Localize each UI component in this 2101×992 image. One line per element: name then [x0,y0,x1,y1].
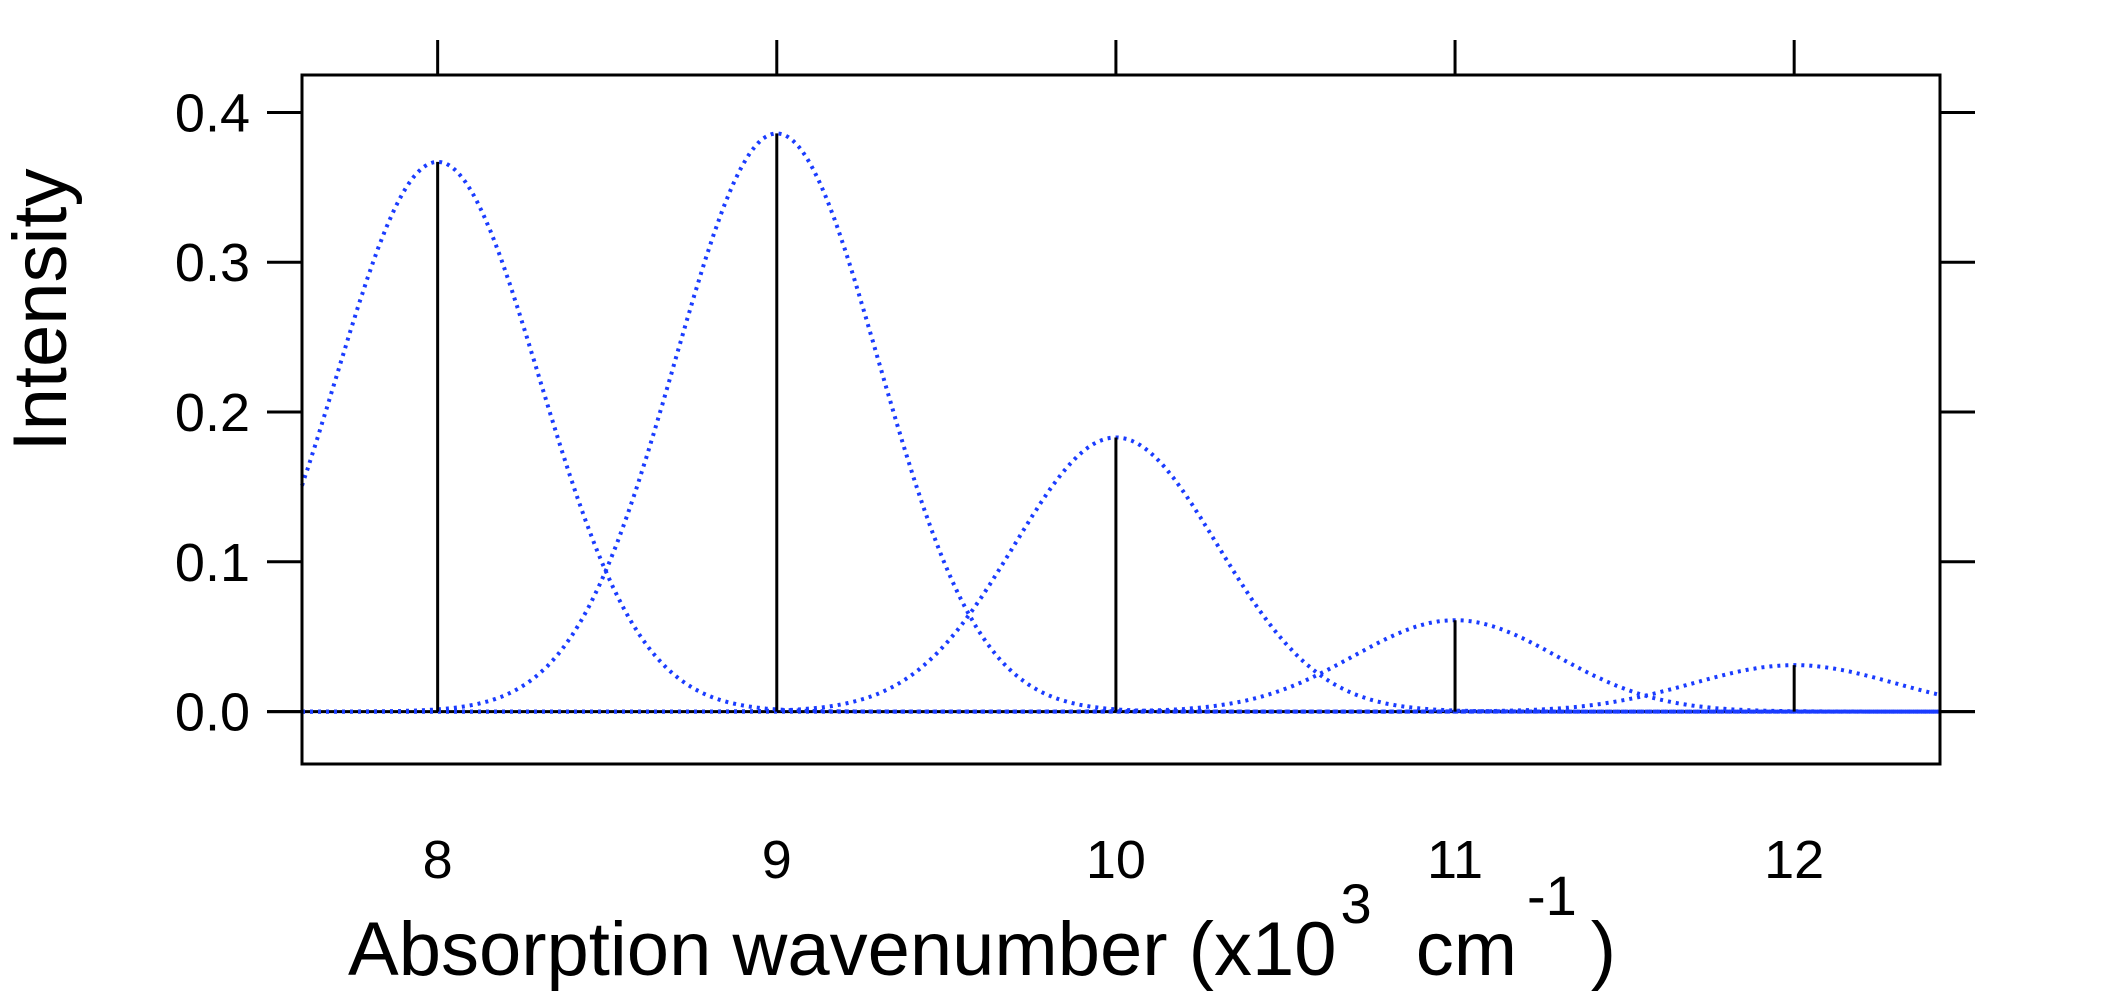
x-tick-label: 11 [1427,830,1483,890]
y-tick-label: 0.2 [175,383,250,443]
y-tick-label: 0.3 [175,233,250,293]
x-axis-title-exp: 3 [1341,872,1372,935]
x-ticks-top [436,40,1796,75]
x-tick-label: 9 [762,830,792,890]
y-tick-label: 0.0 [175,683,250,743]
x-axis-title-main: Absorption wavenumber (x10 [348,907,1337,992]
x-axis-title-close: ) [1591,907,1616,992]
y-tick-label: 0.4 [175,83,250,143]
x-axis-title-unit-exp: -1 [1527,864,1577,927]
y-ticks-left [267,110,302,714]
x-tick-label: 8 [423,830,453,890]
x-axis-title-unit: cm [1416,907,1517,992]
gaussian-curve [302,663,1941,714]
plot-frame [300,73,1942,766]
y-tick-label: 0.1 [175,533,250,593]
gaussian-curve [300,159,1940,714]
gaussian-curve [302,435,1940,714]
y-axis-title: Intensity [0,168,83,451]
x-tick-labels: 8 9 10 11 12 [423,830,1825,890]
gaussian-curves [300,131,1941,714]
gaussian-curve [302,131,1940,714]
x-axis-title: Absorption wavenumber (x10 3 cm -1 ) [348,864,1616,992]
stick-lines [436,133,1796,712]
y-ticks-right [1940,110,1975,714]
x-tick-label: 10 [1086,830,1146,890]
y-tick-labels: 0.0 0.1 0.2 0.3 0.4 [175,83,250,742]
x-tick-label: 12 [1764,830,1824,890]
